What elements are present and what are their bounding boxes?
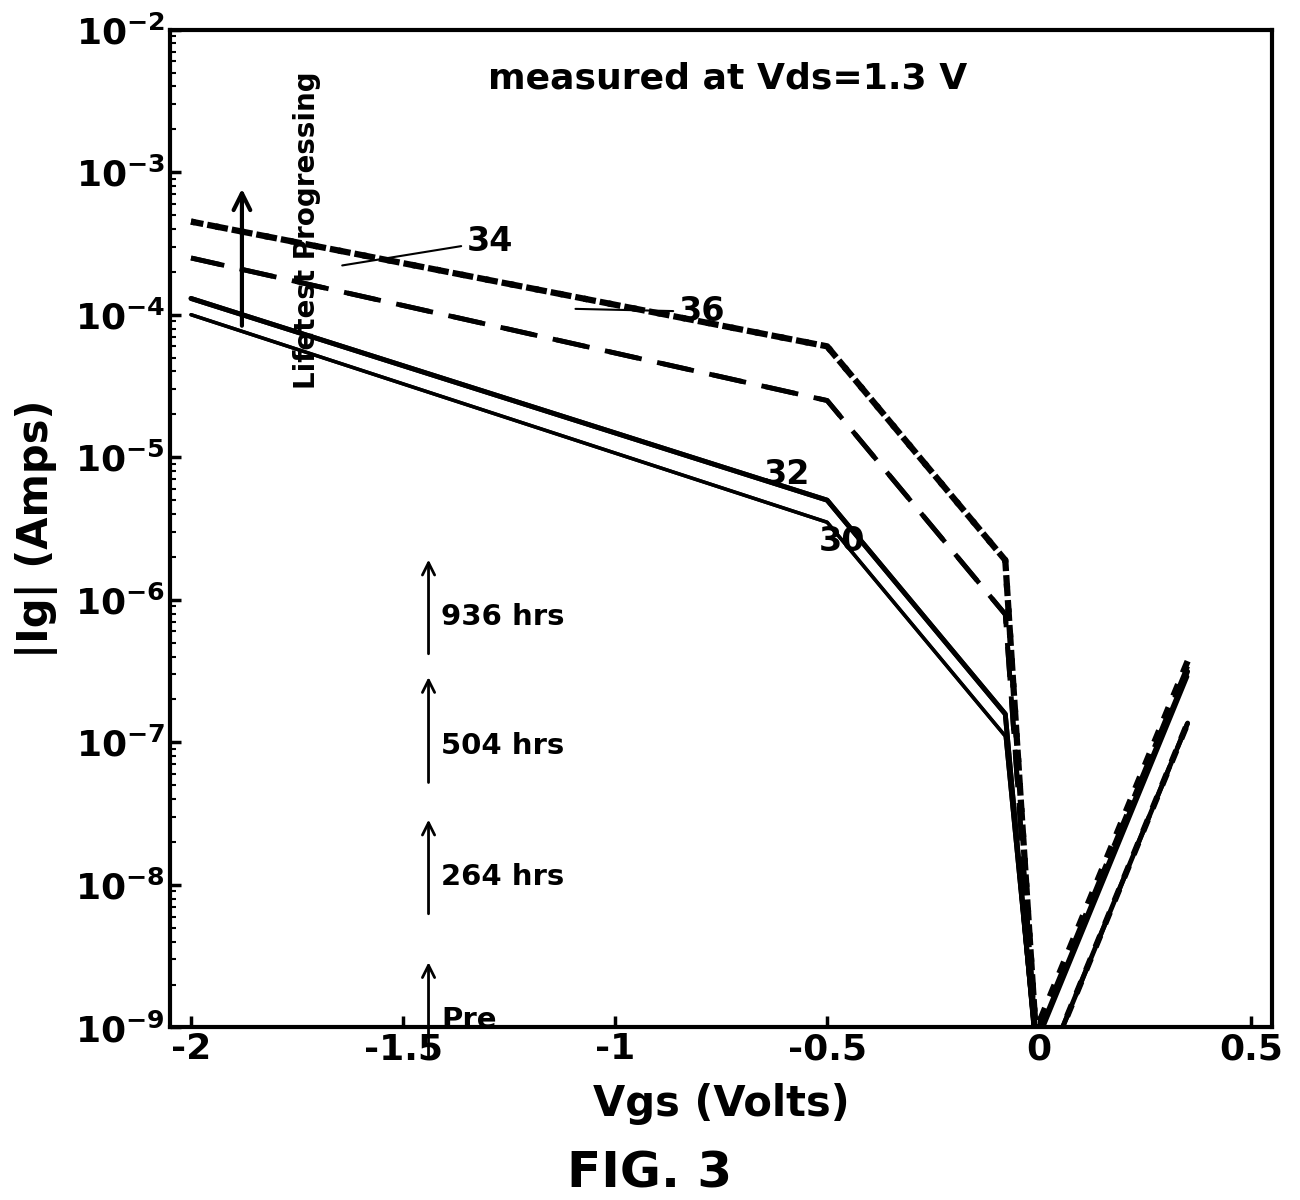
Text: 36: 36 xyxy=(576,295,725,329)
Text: 936 hrs: 936 hrs xyxy=(441,604,564,631)
Text: 30: 30 xyxy=(819,524,866,558)
X-axis label: Vgs (Volts): Vgs (Volts) xyxy=(593,1084,849,1126)
Y-axis label: |Ig| (Amps): |Ig| (Amps) xyxy=(16,400,58,658)
Text: Lifetest Progressing: Lifetest Progressing xyxy=(292,72,321,389)
Text: 264 hrs: 264 hrs xyxy=(441,864,564,892)
Text: Pre: Pre xyxy=(441,1006,497,1034)
Text: 34: 34 xyxy=(342,224,514,265)
Text: measured at Vds=1.3 V: measured at Vds=1.3 V xyxy=(488,61,967,95)
Text: FIG. 3: FIG. 3 xyxy=(567,1150,733,1198)
Text: 504 hrs: 504 hrs xyxy=(441,732,564,760)
Text: 32: 32 xyxy=(763,458,810,491)
